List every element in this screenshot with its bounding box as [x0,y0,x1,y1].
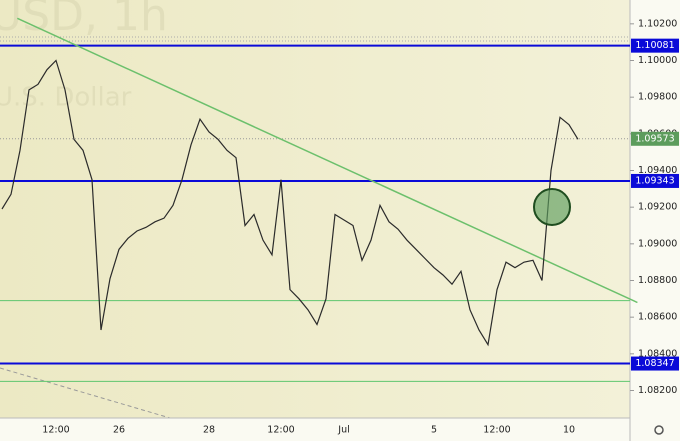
level-label: 1.10081 [635,40,674,51]
y-tick-label: 1.09200 [638,202,677,213]
y-tick-label: 1.08200 [638,385,677,396]
x-tick-label: Jul [337,425,349,436]
level-label-box [631,173,679,188]
level-label: 1.08347 [635,358,674,369]
y-tick-label: 1.09400 [638,165,677,176]
settings-icon[interactable] [654,425,664,435]
y-tick-label: 1.10000 [638,55,677,66]
dashed-drawing [0,367,171,419]
marks [0,17,638,382]
axis-background [630,0,680,441]
level-label: 1.09343 [635,175,674,186]
highlight-circle [533,188,571,226]
y-tick-label: 1.08800 [638,275,677,286]
x-tick-label: 5 [431,425,437,436]
x-tick-label: 28 [203,425,215,436]
level-label-box [631,356,679,371]
axis-background [0,418,630,441]
x-tick-label: 12:00 [267,425,294,436]
trendline [16,17,638,304]
level-label-box [631,38,679,53]
x-tick-label: 26 [113,425,125,436]
y-tick-label: 1.08600 [638,312,677,323]
y-tick-label: 1.08400 [638,348,677,359]
x-tick-label: 10 [563,425,575,436]
x-tick-label: 12:00 [42,425,69,436]
y-tick-label: 1.09000 [638,238,677,249]
price-line-series [1,59,579,347]
y-tick-label: 1.10200 [638,18,677,29]
level-label-box [631,131,679,146]
level-label: 1.09573 [635,133,674,144]
x-tick-label: 12:00 [483,425,510,436]
plot-background [0,0,630,418]
y-tick-label: 1.09800 [638,92,677,103]
watermark-title: USD, 1h [0,0,168,41]
